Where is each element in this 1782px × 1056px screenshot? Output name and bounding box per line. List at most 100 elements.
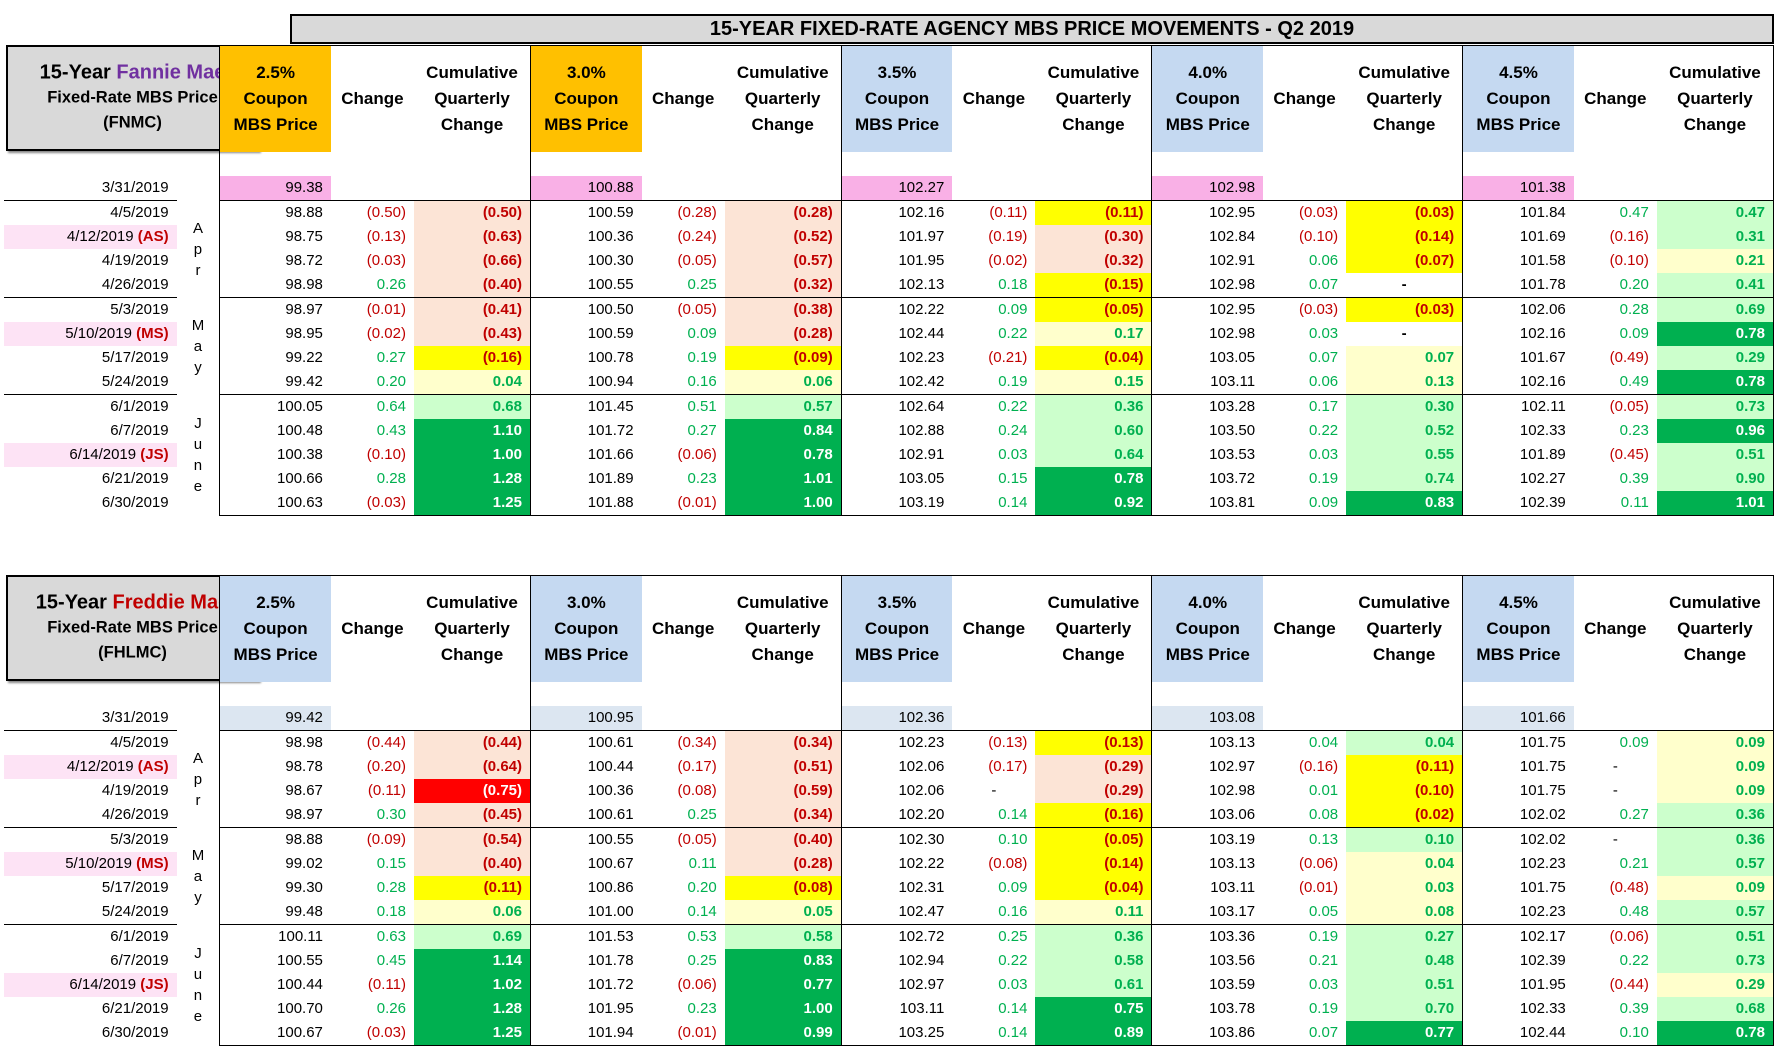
change-cell: 0.14 — [687, 903, 717, 920]
date-text: 4/5/2019 — [110, 734, 169, 751]
cumulative-cell: 0.78 — [724, 443, 842, 467]
change-cell: (0.05) — [641, 827, 725, 852]
cumulative-cell: (0.40) — [413, 852, 531, 876]
price-cell: 100.48 — [219, 419, 331, 443]
price-cell: 102.33 — [1462, 419, 1574, 443]
cum-line3: Change — [440, 115, 504, 134]
cumulative-cell: 0.90 — [1656, 467, 1774, 491]
price-cell: 98.98 — [219, 273, 331, 298]
price-cell: 102.91 — [840, 443, 953, 467]
price-cell: 101.75 — [1462, 876, 1574, 900]
date-cell: 6/21/2019 — [4, 997, 177, 1021]
price-cell: 100.95 — [529, 706, 642, 731]
coupon-price-header: 3.0% Coupon MBS Price — [529, 45, 642, 152]
cumulative-cell: 0.89 — [1035, 1021, 1152, 1046]
price-cell: 102.98 — [1151, 176, 1264, 201]
price-cell: 103.11 — [840, 997, 953, 1021]
cumulative-header: Cumulative Quarterly Change — [1035, 575, 1152, 682]
price-cell: 101.78 — [1462, 273, 1574, 298]
change-header: Change — [952, 575, 1036, 682]
price-cell: 101.53 — [529, 924, 642, 949]
month-letter: J — [194, 415, 202, 432]
price-cell: 100.36 — [529, 779, 642, 803]
price-cell: 102.06 — [840, 755, 953, 779]
cumulative-cell: 0.31 — [1656, 225, 1774, 249]
price-cell: 101.75 — [1462, 755, 1574, 779]
cumulative-cell: 0.55 — [1346, 443, 1463, 467]
spacer-cell — [177, 682, 220, 706]
meeting-tag: (MS) — [136, 325, 169, 342]
cum-line3: Change — [1372, 645, 1436, 664]
cumulative-cell — [1346, 706, 1463, 731]
price-cell: 100.44 — [219, 973, 331, 997]
table-row: 4/26/2019 98.98 0.26 (0.40) 100.55 0.25 (0.32)… — [4, 273, 1774, 298]
cumulative-cell: 0.04 — [1346, 852, 1463, 876]
cumulative-cell: (0.52) — [724, 225, 842, 249]
coupon-rate: 3.0% — [566, 63, 606, 82]
price-cell: 101.95 — [529, 997, 642, 1021]
coupon-rate: 2.5% — [256, 63, 295, 82]
cumulative-cell: (0.15) — [1035, 273, 1152, 298]
spacer-cell — [529, 682, 642, 706]
change-cell: (0.11) — [952, 200, 1036, 225]
change-cell: 0.20 — [1619, 276, 1649, 293]
change-cell — [1574, 176, 1657, 201]
cumulative-cell: 0.48 — [1346, 949, 1463, 973]
change-cell: 0.07 — [1308, 349, 1339, 366]
cumulative-header: Cumulative Quarterly Change — [1656, 45, 1774, 152]
price-cell: 103.17 — [1151, 900, 1264, 925]
month-letter: M — [191, 846, 205, 864]
cumulative-header: Cumulative Quarterly Change — [413, 45, 531, 152]
cumulative-cell: 0.51 — [1346, 973, 1463, 997]
cumulative-cell: 0.74 — [1346, 467, 1463, 491]
header-spacer — [4, 576, 177, 683]
cumulative-cell: (0.29) — [1035, 755, 1152, 779]
cumulative-cell: 0.07 — [1346, 346, 1463, 370]
cumulative-cell: 0.06 — [724, 370, 842, 395]
cumulative-cell: 0.29 — [1656, 346, 1774, 370]
cumulative-cell: (0.10) — [1346, 779, 1463, 803]
cum-line1: Cumulative — [1669, 63, 1761, 82]
price-cell: 102.13 — [840, 273, 953, 298]
coupon-word: Coupon — [243, 89, 308, 108]
cumulative-cell: (0.28) — [724, 852, 842, 876]
meeting-tag: (MS) — [136, 855, 169, 872]
coupon-price-header: 3.0% Coupon MBS Price — [529, 575, 642, 682]
cumulative-header: Cumulative Quarterly Change — [1656, 575, 1774, 682]
cumulative-cell: 1.02 — [413, 973, 531, 997]
cumulative-cell: 0.04 — [1346, 730, 1463, 755]
price-cell: 100.38 — [219, 443, 331, 467]
cumulative-cell: 0.09 — [1656, 755, 1774, 779]
month-letter: M — [191, 316, 205, 334]
cumulative-cell: 0.29 — [1656, 973, 1774, 997]
spacer-cell — [529, 152, 642, 176]
price-cell: 103.50 — [1151, 419, 1264, 443]
cum-line3: Change — [751, 645, 814, 664]
change-cell: 0.10 — [1573, 1021, 1657, 1046]
change-cell: (0.03) — [366, 252, 406, 269]
spacer-cell — [1656, 152, 1774, 176]
price-cell: 101.58 — [1462, 249, 1574, 273]
month-letter: n — [193, 987, 203, 1004]
change-cell: 0.49 — [1619, 373, 1649, 390]
price-cell: 100.59 — [529, 322, 642, 346]
cumulative-cell: 1.00 — [724, 997, 842, 1021]
price-cell: 101.66 — [1462, 706, 1574, 731]
change-cell: (0.45) — [1609, 446, 1649, 463]
cumulative-cell: 0.09 — [1656, 730, 1774, 755]
price-cell: 102.23 — [840, 346, 953, 370]
price-cell: 101.88 — [529, 491, 642, 516]
price-cell: 102.97 — [840, 973, 953, 997]
date-cell: 4/5/2019 — [4, 730, 177, 755]
change-cell: (0.01) — [641, 1021, 725, 1046]
cumulative-cell: (0.16) — [413, 346, 531, 370]
cum-line1: Cumulative — [736, 63, 829, 82]
change-cell: 0.15 — [998, 470, 1028, 487]
cumulative-cell: (0.14) — [1035, 852, 1152, 876]
meeting-tag: (AS) — [137, 758, 169, 775]
change-cell: (0.17) — [988, 758, 1028, 775]
spacer-cell — [840, 682, 953, 706]
cumulative-cell: (0.08) — [724, 876, 842, 900]
table-row: 6/30/2019 100.67 (0.03) 1.25 101.94 (0.01) 0.9… — [4, 1021, 1774, 1046]
